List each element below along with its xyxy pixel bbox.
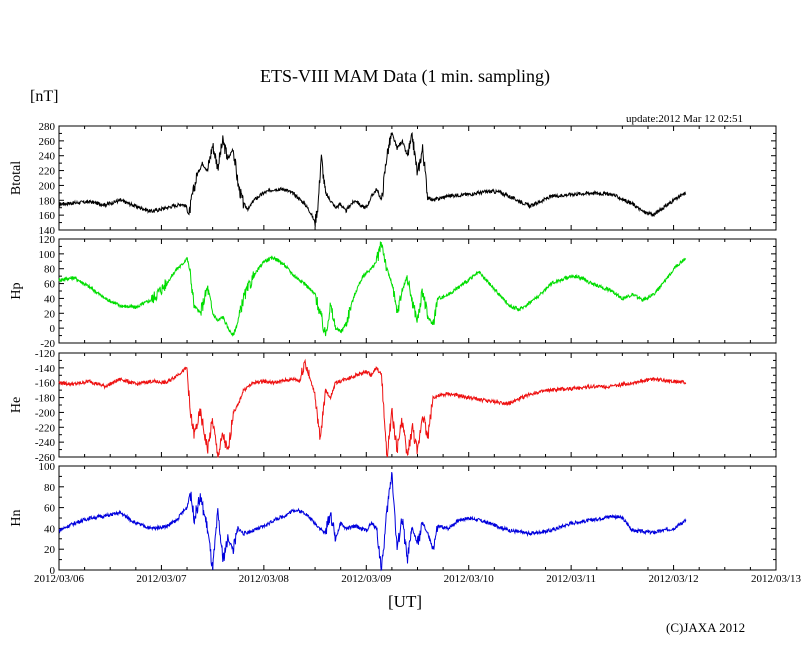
y-tick-label: -260 bbox=[35, 452, 56, 464]
y-tick-label: -200 bbox=[35, 407, 56, 419]
series-line-Btotal bbox=[58, 132, 687, 228]
y-tick-label: 240 bbox=[39, 151, 56, 163]
y-tick-label: 140 bbox=[39, 225, 56, 237]
unit-label: [nT] bbox=[30, 88, 59, 105]
y-tick-label: 80 bbox=[44, 264, 56, 276]
y-tick-label: 260 bbox=[39, 136, 56, 148]
panel-label-Hn: Hn bbox=[9, 509, 24, 526]
panel-frame-Hn bbox=[58, 465, 777, 571]
series-line-He bbox=[58, 358, 687, 458]
panel-frame-He bbox=[58, 352, 777, 458]
y-tick-label: 180 bbox=[39, 195, 56, 207]
x-tick-label: 2012/03/13 bbox=[751, 573, 802, 585]
y-tick-label: 20 bbox=[44, 544, 56, 556]
series-line-Hn bbox=[58, 471, 687, 572]
update-timestamp: update:2012 Mar 12 02:51 bbox=[626, 113, 744, 125]
panel-frame-Btotal bbox=[58, 125, 777, 231]
y-tick-label: 0 bbox=[50, 565, 56, 577]
panel-label-Btotal: Btotal bbox=[9, 161, 24, 195]
x-axis-label: [UT] bbox=[388, 592, 422, 611]
y-tick-label: 100 bbox=[39, 249, 56, 261]
y-tick-label: -140 bbox=[35, 363, 56, 375]
y-tick-label: 60 bbox=[44, 279, 56, 291]
x-tick-label: 2012/03/09 bbox=[341, 573, 392, 585]
y-tick-label: 160 bbox=[39, 210, 56, 222]
chart-title: ETS-VIII MAM Data (1 min. sampling) bbox=[260, 66, 550, 86]
y-tick-label: 280 bbox=[39, 121, 56, 133]
series-line-Hp bbox=[58, 241, 687, 337]
y-tick-label: 40 bbox=[44, 523, 56, 535]
y-tick-label: 20 bbox=[44, 308, 56, 320]
y-tick-label: -220 bbox=[35, 422, 56, 434]
y-tick-label: 80 bbox=[44, 482, 56, 494]
y-tick-label: 0 bbox=[50, 323, 56, 335]
y-tick-label: 40 bbox=[44, 293, 56, 305]
copyright-credit: (C)JAXA 2012 bbox=[666, 620, 746, 635]
x-tick-label: 2012/03/11 bbox=[546, 573, 596, 585]
y-tick-label: -20 bbox=[40, 338, 55, 350]
y-tick-label: 200 bbox=[39, 180, 56, 192]
x-tick-label: 2012/03/10 bbox=[444, 573, 495, 585]
y-tick-label: -240 bbox=[35, 437, 56, 449]
y-tick-label: 120 bbox=[39, 234, 56, 246]
panel-label-Hp: Hp bbox=[9, 282, 24, 299]
x-tick-label: 2012/03/08 bbox=[239, 573, 290, 585]
y-tick-label: -120 bbox=[35, 348, 56, 360]
panel-label-He: He bbox=[9, 397, 24, 413]
panel-frame-Hp bbox=[58, 238, 777, 344]
y-tick-label: -180 bbox=[35, 393, 56, 405]
x-tick-label: 2012/03/06 bbox=[34, 573, 85, 585]
y-tick-label: 100 bbox=[39, 461, 56, 473]
y-tick-label: -160 bbox=[35, 378, 56, 390]
x-tick-label: 2012/03/12 bbox=[649, 573, 699, 585]
y-tick-label: 60 bbox=[44, 503, 56, 515]
y-tick-label: 220 bbox=[39, 166, 56, 178]
x-tick-label: 2012/03/07 bbox=[136, 573, 187, 585]
